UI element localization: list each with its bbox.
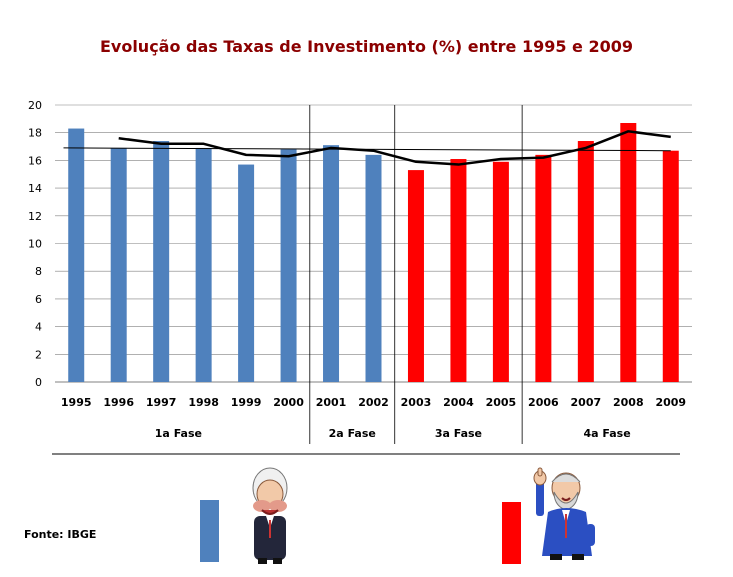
phase-labels: 1a Fase 2a Fase 3a Fase 4a Fase [155,427,631,440]
y-tick-label: 4 [35,321,42,334]
x-tick-label: 1995 [61,396,92,409]
bar-1995 [68,128,85,382]
bar-2009 [662,150,679,382]
moving-average-line [118,130,671,166]
caricature-man-beard-thumbs-up-icon [533,467,595,560]
y-tick-label: 8 [35,265,42,278]
x-tick-label: 1998 [188,396,219,409]
bar-2000 [280,149,297,382]
x-tick-label: 1999 [231,396,262,409]
x-tick-label: 2000 [273,396,304,409]
y-tick-label: 12 [28,210,42,223]
bar-2007 [577,141,594,382]
x-tick-label: 2006 [528,396,559,409]
x-tick-label: 2001 [316,396,347,409]
caricature-man-white-hair-icon [252,467,288,564]
x-tick-label: 2009 [655,396,686,409]
legend-swatch-red [502,502,521,564]
y-tick-label: 16 [28,154,42,167]
chart-title: Evolução das Taxas de Investimento (%) e… [99,37,634,56]
phase-label: 3a Fase [435,427,482,440]
bar-1996 [110,147,127,382]
x-axis-ticks: 1995 1996 1997 1998 1999 2000 2001 2002 2003 2004… [61,396,686,409]
bar-1999 [238,164,255,382]
bar-2002 [365,154,382,382]
y-tick-label: 2 [35,348,42,361]
bar-2008 [620,123,637,382]
y-tick-label: 20 [28,99,42,112]
x-tick-label: 1996 [103,396,134,409]
x-tick-label: 2008 [613,396,644,409]
bar-2006 [535,154,552,382]
x-tick-label: 2002 [358,396,389,409]
phase-dividers [309,105,523,444]
bar-1998 [195,147,212,382]
x-tick-label: 1997 [146,396,177,409]
x-tick-label: 2005 [486,396,517,409]
bar-2001 [323,145,340,382]
trend-lines [63,130,671,166]
x-tick-label: 2007 [571,396,602,409]
phase-label: 4a Fase [583,427,630,440]
y-tick-label: 14 [28,182,42,195]
bar-2004 [450,159,467,382]
x-tick-label: 2003 [401,396,432,409]
bar-1997 [153,141,170,382]
y-tick-label: 6 [35,293,42,306]
phase-label: 2a Fase [329,427,376,440]
bar-2003 [407,170,424,382]
source-label: Fonte: IBGE [24,528,97,541]
legend-swatch-blue [200,500,219,562]
y-axis-ticks: 0 2 4 6 8 10 12 14 16 18 20 [28,99,42,389]
bars [68,123,679,382]
y-tick-label: 10 [28,238,42,251]
phase-label: 1a Fase [155,427,202,440]
x-tick-label: 2004 [443,396,474,409]
y-tick-label: 0 [35,376,42,389]
bar-2005 [492,161,509,382]
y-tick-label: 18 [28,127,42,140]
